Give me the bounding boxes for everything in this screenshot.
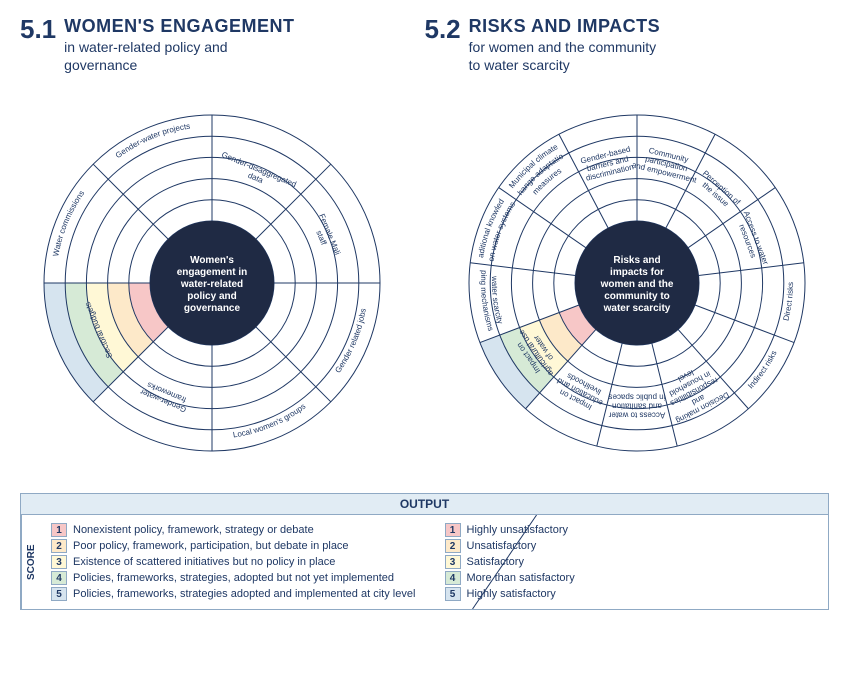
svg-text:policy and: policy and	[188, 291, 237, 302]
legend-row: 4 Policies, frameworks, strategies, adopt…	[51, 571, 425, 585]
legend-text: Nonexistent policy, framework, strategy …	[73, 524, 314, 536]
legend-row: 3 Satisfactory	[445, 555, 819, 569]
legend-col-right: 1 Highly unsatisfactory 2 Unsatisfactory 3 Sa…	[435, 515, 829, 609]
score-box: 4	[51, 571, 67, 585]
svg-text:water-related: water-related	[180, 279, 243, 290]
legend-text: Policies, frameworks, strategies adopted…	[73, 588, 415, 600]
legend-body: SCORE 1 Nonexistent policy, framework, st…	[20, 515, 829, 610]
score-box: 2	[445, 539, 461, 553]
legend: OUTPUT SCORE 1 Nonexistent policy, framew…	[20, 493, 829, 610]
legend-row: 1 Nonexistent policy, framework, strategy…	[51, 523, 425, 537]
diagrams: Gender-disaggregateddataFemale Malistaff…	[0, 83, 849, 483]
svg-text:Risks and: Risks and	[613, 255, 660, 266]
legend-row: 5 Highly satisfactory	[445, 587, 819, 601]
svg-text:and sanitation: and sanitation	[612, 401, 662, 410]
svg-text:women and the: women and the	[599, 279, 673, 290]
svg-text:Gender-water projects: Gender-water projects	[114, 122, 191, 161]
header-right: 5.2 RISKS AND IMPACTS for women and the …	[425, 16, 830, 73]
svg-text:community to: community to	[604, 291, 670, 302]
legend-row: 1 Highly unsatisfactory	[445, 523, 819, 537]
legend-text: Policies, frameworks, strategies, adopte…	[73, 572, 394, 584]
score-box: 4	[445, 571, 461, 585]
svg-text:water scarcity: water scarcity	[602, 303, 670, 314]
legend-text: Poor policy, framework, participation, b…	[73, 540, 349, 552]
headers: 5.1 WOMEN'S ENGAGEMENT in water-related …	[0, 0, 849, 73]
score-label: SCORE	[21, 515, 41, 609]
svg-text:Local women's groups: Local women's groups	[233, 402, 308, 440]
section-num-left: 5.1	[20, 16, 56, 42]
svg-text:Indirect risks: Indirect risks	[746, 349, 778, 390]
legend-text: More than satisfactory	[467, 572, 575, 584]
score-box: 2	[51, 539, 67, 553]
legend-col-left: 1 Nonexistent policy, framework, strategy…	[41, 515, 435, 609]
svg-text:impacts for: impacts for	[610, 267, 664, 278]
legend-row: 4 More than satisfactory	[445, 571, 819, 585]
radial-diagram-engagement: Gender-disaggregateddataFemale Malistaff…	[12, 83, 412, 483]
svg-text:Water commissions: Water commissions	[52, 189, 87, 257]
legend-row: 2 Poor policy, framework, participation, …	[51, 539, 425, 553]
svg-text:in public spaces: in public spaces	[608, 392, 665, 401]
legend-text: Unsatisfactory	[467, 540, 537, 552]
legend-text: Existence of scattered initiatives but n…	[73, 556, 335, 568]
legend-text: Satisfactory	[467, 556, 524, 568]
legend-header: OUTPUT	[20, 493, 829, 515]
score-box: 3	[445, 555, 461, 569]
svg-text:Gender related jobs: Gender related jobs	[334, 308, 368, 375]
section-num-right: 5.2	[425, 16, 461, 42]
score-box: 1	[51, 523, 67, 537]
svg-text:Access to water: Access to water	[608, 410, 665, 419]
svg-text:Women's: Women's	[190, 255, 234, 266]
section-title-right: RISKS AND IMPACTS for women and the comm…	[469, 16, 661, 73]
legend-row: 2 Unsatisfactory	[445, 539, 819, 553]
legend-row: 3 Existence of scattered initiatives but …	[51, 555, 425, 569]
score-box: 3	[51, 555, 67, 569]
legend-row: 5 Policies, frameworks, strategies adopte…	[51, 587, 425, 601]
svg-text:engagement in: engagement in	[177, 267, 248, 278]
score-box: 5	[51, 587, 67, 601]
score-box: 1	[445, 523, 461, 537]
header-left: 5.1 WOMEN'S ENGAGEMENT in water-related …	[20, 16, 425, 73]
svg-text:governance: governance	[184, 303, 241, 314]
svg-text:water scarcity: water scarcity	[490, 275, 505, 325]
legend-text: Highly unsatisfactory	[467, 524, 569, 536]
section-title-left: WOMEN'S ENGAGEMENT in water-related poli…	[64, 16, 294, 73]
score-box: 5	[445, 587, 461, 601]
legend-text: Highly satisfactory	[467, 588, 556, 600]
radial-diagram-risks: Communityparticipationand empowermentPer…	[437, 83, 837, 483]
